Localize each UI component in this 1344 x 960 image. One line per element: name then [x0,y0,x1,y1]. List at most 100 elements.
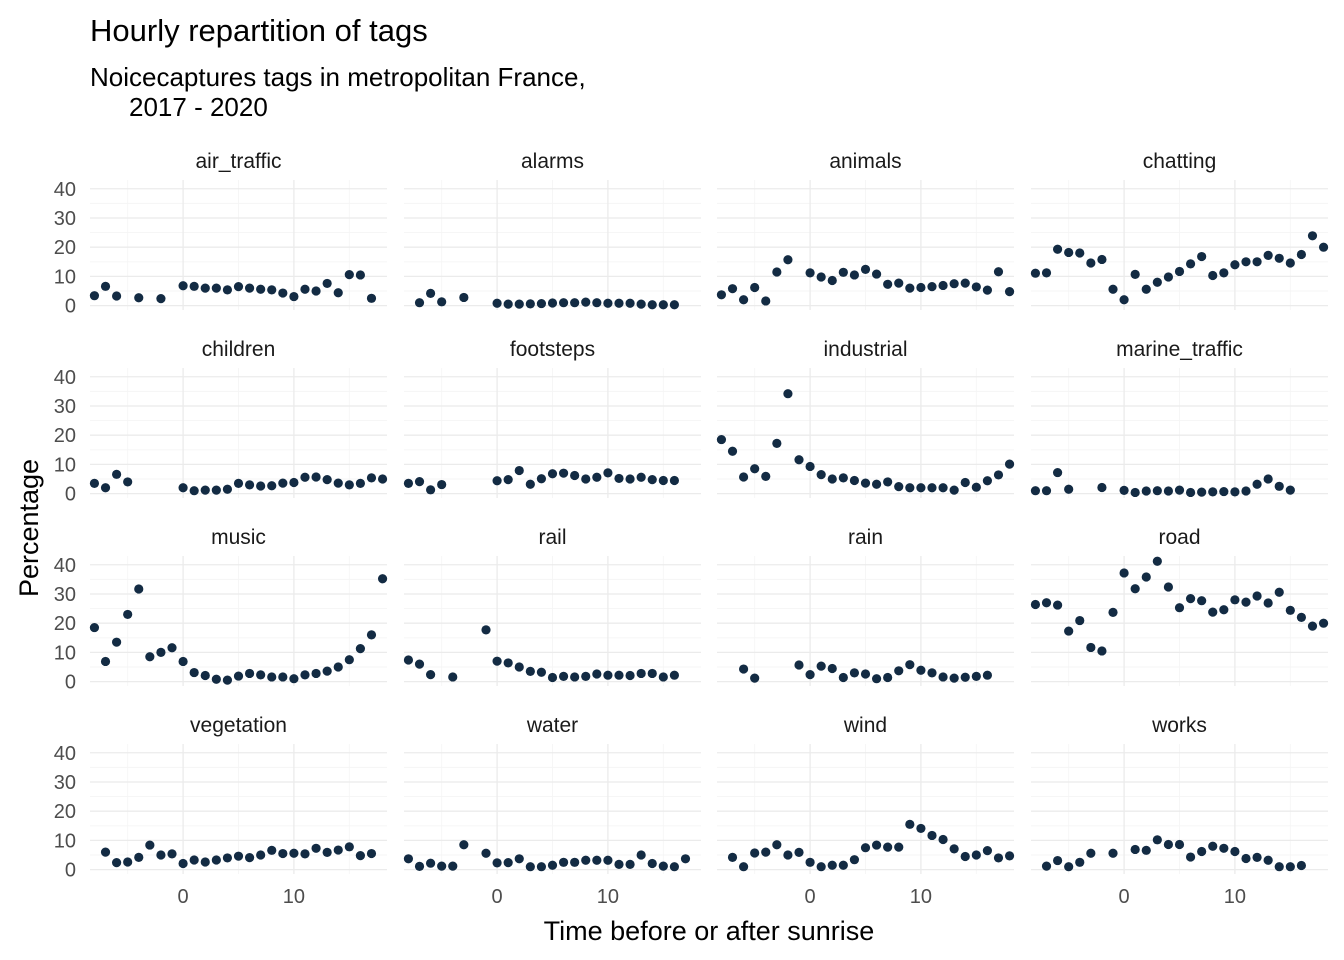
facet-label: water [526,714,578,737]
data-point [883,477,893,487]
data-point [960,672,970,682]
data-point [716,434,727,445]
data-point [1052,244,1063,254]
facet-panel-road: road [1030,526,1329,686]
data-point [344,270,354,280]
data-point [761,471,771,481]
data-point [1052,855,1063,866]
data-point [100,483,111,493]
data-point [267,285,277,295]
data-point [1230,846,1240,857]
data-point [949,844,959,854]
data-point [949,673,959,683]
data-point [156,850,166,860]
facet-panel-works: works 0 10 [1031,714,1328,908]
data-point [525,862,535,872]
data-point [134,293,144,303]
chart-subtitle-line-2: 2017 - 2020 [129,92,268,122]
data-point [1152,277,1162,287]
data-point [289,848,299,858]
data-point [1296,249,1307,260]
data-point [1296,860,1307,871]
data-point [938,280,948,291]
data-point [1252,591,1262,601]
data-point [1208,607,1218,617]
facet-label: footsteps [510,338,595,361]
data-point [425,288,436,298]
data-point [849,475,860,486]
data-point [982,670,993,680]
facet-label: road [1158,526,1200,549]
data-point [927,668,937,678]
data-point [1041,486,1052,496]
data-point [189,667,199,678]
data-point [971,850,981,860]
data-point [894,278,904,288]
data-point [233,282,244,292]
data-point [625,298,635,308]
data-point [1163,272,1174,282]
data-point [111,469,122,479]
data-point [772,267,782,277]
data-point [300,849,310,859]
data-point [1141,284,1151,294]
data-point [1130,269,1140,279]
data-point [1274,587,1284,597]
data-point [355,850,366,861]
data-point [311,472,321,482]
facet-label: wind [843,714,887,737]
data-point [750,673,760,683]
facet-panel-rain: rain [717,526,1014,686]
data-point [333,288,343,298]
data-point [1030,268,1041,278]
data-point [805,857,815,867]
data-point [614,859,624,869]
data-point [905,283,915,293]
chart-subtitle-line-1: Noicecaptures tags in metropolitan Franc… [90,62,586,92]
data-point [322,278,332,289]
data-point [816,661,826,671]
data-point [603,468,613,478]
data-point [403,655,414,665]
y-tick-label: 0 [65,484,76,506]
data-point [1041,268,1052,278]
data-point [894,666,904,676]
data-point [1197,487,1207,497]
facet-label: animals [829,150,901,173]
y-tick-label: 30 [54,584,76,606]
y-tick-label: 30 [54,208,76,230]
y-tick-label: 0 [65,860,76,882]
data-point [167,849,177,859]
data-point [377,574,388,584]
data-point [625,670,635,681]
data-point [425,670,436,680]
data-point [669,300,680,310]
x-tick-label: 10 [597,886,619,908]
data-point [570,672,580,682]
data-point [414,477,425,487]
data-point [669,862,680,872]
data-point [211,674,221,684]
data-point [894,482,904,492]
data-point [1219,605,1229,615]
data-point [111,637,122,647]
data-point [750,282,760,293]
y-tick-label: 0 [65,296,76,318]
data-point [448,861,458,871]
data-point [1219,268,1229,278]
data-point [592,669,602,679]
y-tick-label: 40 [54,367,76,389]
data-point [1004,459,1015,469]
data-point [570,298,580,308]
facet-panels: air_traffic 0 10 20 30 40 alarms animals chattin… [54,150,1329,908]
data-point [558,298,569,308]
data-point [355,644,366,654]
data-point [344,480,354,490]
data-point [355,270,366,280]
data-point [503,658,513,668]
data-point [89,478,100,488]
data-point [278,848,288,859]
data-point [200,670,210,681]
data-point [1041,598,1052,608]
data-point [783,255,793,265]
